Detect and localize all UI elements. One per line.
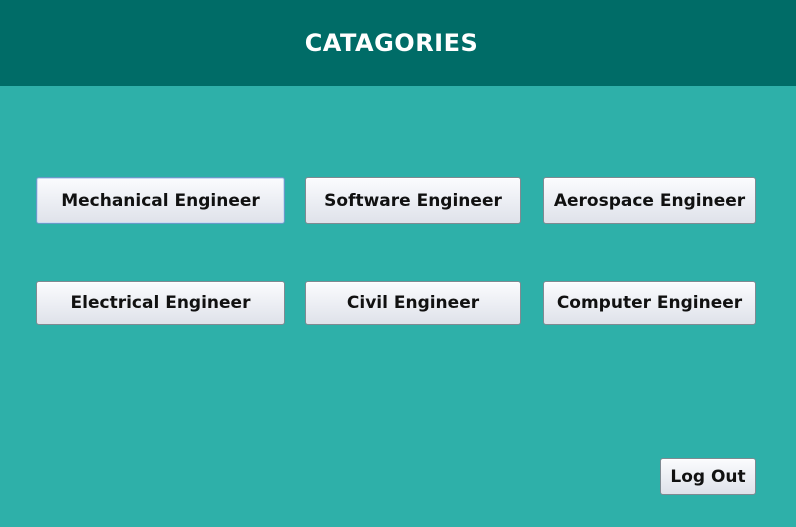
aerospace-engineer-button[interactable]: Aerospace Engineer xyxy=(543,177,756,224)
header-bar: CATAGORIES xyxy=(0,0,796,86)
page-title: CATAGORIES xyxy=(304,29,479,57)
civil-engineer-button[interactable]: Civil Engineer xyxy=(305,281,521,325)
computer-engineer-button[interactable]: Computer Engineer xyxy=(543,281,756,325)
electrical-engineer-button[interactable]: Electrical Engineer xyxy=(36,281,285,325)
logout-button[interactable]: Log Out xyxy=(660,458,756,495)
mechanical-engineer-button[interactable]: Mechanical Engineer xyxy=(36,177,285,224)
software-engineer-button[interactable]: Software Engineer xyxy=(305,177,521,224)
